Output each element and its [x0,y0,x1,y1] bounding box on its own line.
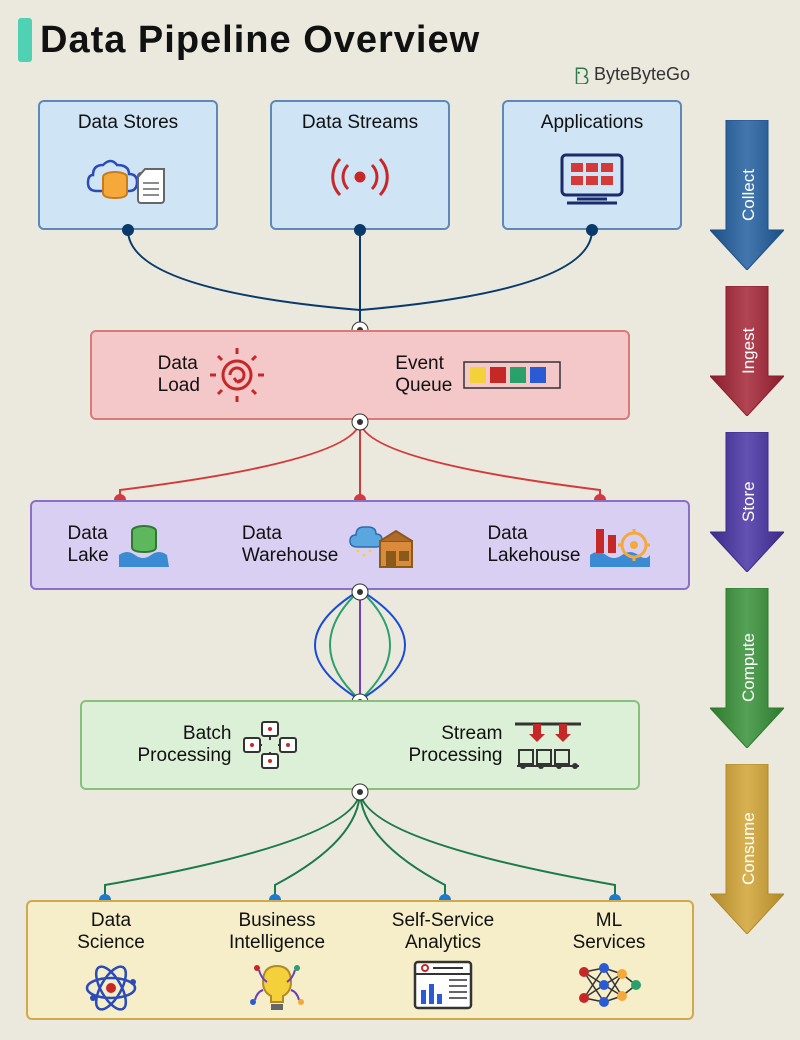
dash-icon [413,960,473,1010]
label: ML Services [534,910,684,954]
label: Data Streams [272,112,448,134]
hub-icon [350,582,370,602]
stage-label: Store [710,432,788,572]
label: Data Lakehouse [487,523,580,567]
consume-data-science: Data Science [36,910,186,1021]
collect-applications: Applications [502,100,682,230]
atom-icon [83,960,139,1016]
stage-arrow-collect: Collect [710,120,788,270]
connector-store-compute [20,590,700,700]
brand-badge: ByteByteGo [572,64,690,85]
label: Data Lake [68,523,109,567]
label: Batch Processing [138,723,232,767]
brand-text: ByteByteGo [594,64,690,85]
page-title: Data Pipeline Overview [40,19,480,62]
title-bar: Data Pipeline Overview [18,18,480,62]
compute-stream: Stream Processing [409,720,583,770]
label: Data Warehouse [242,523,338,567]
bulb-icon [249,960,305,1016]
stage-arrow-ingest: Ingest [710,286,788,416]
consume-ml: ML Services [534,910,684,1015]
compute-batch: Batch Processing [138,720,298,770]
gear-icon [210,348,264,402]
label: Applications [504,112,680,134]
compute-box: Batch Processing Stream Processing [80,700,640,790]
label: Data Science [36,910,186,954]
ingest-event-queue: Event Queue [395,353,562,397]
hub-icon [350,782,370,802]
ingest-data-load: Data Load [158,348,264,402]
store-box: Data Lake Data Warehouse Data Lakehouse [30,500,690,590]
stage-arrow-compute: Compute [710,588,788,748]
stage-arrow-store: Store [710,432,788,572]
lake-icon [117,521,171,569]
consume-self-service: Self-Service Analytics [368,910,518,1015]
store-data-lakehouse: Data Lakehouse [487,521,652,569]
label: Data Stores [40,112,216,134]
store-data-warehouse: Data Warehouse [242,521,416,569]
hub-icon [350,412,370,432]
stream-icon [513,720,583,770]
label: Business Intelligence [202,910,352,954]
label: Stream Processing [409,723,503,767]
title-accent [18,18,32,62]
connector-collect-ingest [20,230,700,330]
label: Self-Service Analytics [368,910,518,954]
store-data-lake: Data Lake [68,521,171,569]
nn-icon [576,960,642,1010]
apps-icon [504,142,680,212]
batch-icon [242,720,298,770]
lakehouse-icon [588,521,652,569]
streams-icon [272,142,448,212]
collect-data-streams: Data Streams [270,100,450,230]
connector-compute-consume [20,790,700,900]
queue-icon [462,360,562,390]
label: Data Load [158,353,200,397]
ingest-box: Data Load Event Queue [90,330,630,420]
consume-box: Data Science Business Intelligence [26,900,694,1020]
diagram-canvas: Data Stores Data Streams [20,100,700,1030]
stores-icon [40,142,216,212]
stage-label: Compute [710,588,788,748]
stage-arrows: Collect Ingest Store Compute Consume [710,120,788,950]
stage-label: Consume [710,764,788,934]
stage-label: Collect [710,120,788,270]
warehouse-icon [346,521,416,569]
connector-ingest-store [20,420,700,500]
stage-label: Ingest [710,286,788,416]
collect-data-stores: Data Stores [38,100,218,230]
consume-bi: Business Intelligence [202,910,352,1021]
stage-arrow-consume: Consume [710,764,788,934]
label: Event Queue [395,353,452,397]
